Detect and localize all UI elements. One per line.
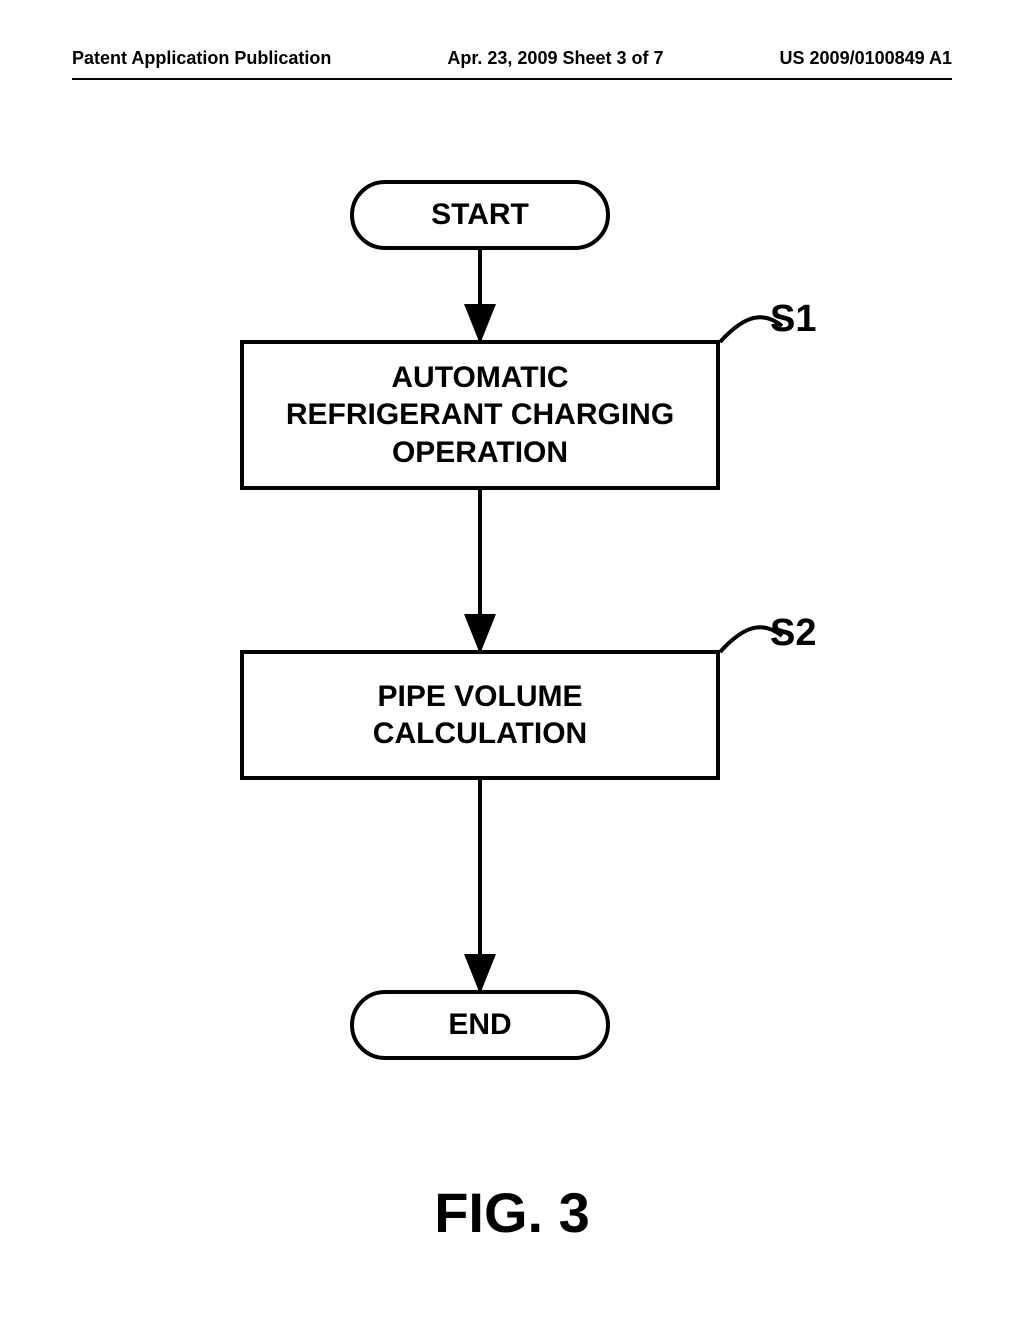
header-right: US 2009/0100849 A1 (780, 48, 952, 69)
publication-header: Patent Application Publication Apr. 23, … (0, 48, 1024, 69)
figure-label: FIG. 3 (0, 1180, 1024, 1245)
header-left: Patent Application Publication (72, 48, 331, 69)
header-center: Apr. 23, 2009 Sheet 3 of 7 (447, 48, 663, 69)
leader-curve-s2 (720, 627, 782, 652)
header-rule (72, 78, 952, 80)
flowchart-connectors (0, 160, 1024, 1120)
leader-curve-s1 (720, 317, 782, 342)
flowchart: START AUTOMATIC REFRIGERANT CHARGING OPE… (0, 160, 1024, 1120)
